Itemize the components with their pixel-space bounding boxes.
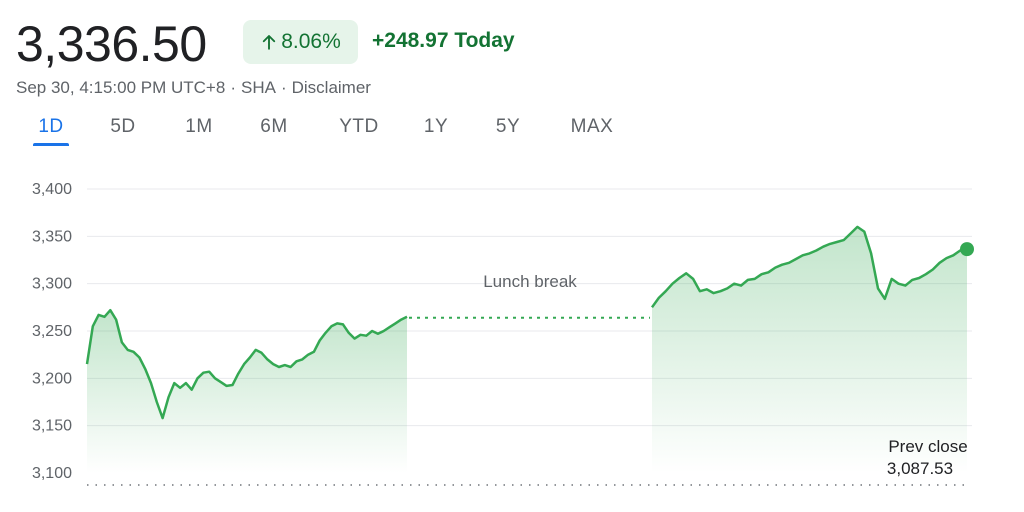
change-today: +248.97 Today <box>372 29 515 52</box>
arrow-up-icon <box>263 35 276 50</box>
tab-5y[interactable]: 5Y <box>495 116 521 137</box>
y-tick-label: 3,300 <box>32 276 72 293</box>
change-percent: 8.06% <box>281 30 341 53</box>
active-tab-indicator <box>33 143 69 146</box>
exchange: SHA <box>240 78 276 97</box>
prev-close-label: Prev close <box>888 437 967 456</box>
tab-1m[interactable]: 1M <box>185 116 213 137</box>
y-tick-label: 3,350 <box>32 228 72 245</box>
disclaimer-link[interactable]: Disclaimer <box>291 78 371 97</box>
separator: · <box>280 78 287 97</box>
y-tick-label: 3,100 <box>32 465 72 482</box>
price-line-morning <box>85 308 408 420</box>
y-tick-label: 3,250 <box>32 323 72 340</box>
tab-ytd[interactable]: YTD <box>339 116 379 137</box>
tab-1y[interactable]: 1Y <box>423 116 449 137</box>
separator: · <box>230 78 236 97</box>
range-tabs: 1D 5D 1M 6M YTD 1Y 5Y MAX <box>0 116 700 150</box>
y-tick-label: 3,200 <box>32 370 72 387</box>
price-area-morning <box>87 310 407 473</box>
change-percent-badge: 8.06% <box>243 20 358 64</box>
lunch-break-label: Lunch break <box>483 272 577 291</box>
tab-6m[interactable]: 6M <box>260 116 288 137</box>
current-price-dot <box>960 242 974 257</box>
price-area-afternoon <box>652 226 967 473</box>
tab-max[interactable]: MAX <box>570 116 614 137</box>
timestamp: Sep 30, 4:15:00 PM UTC+8 <box>16 78 226 97</box>
tab-5d[interactable]: 5D <box>110 116 136 137</box>
price-line-afternoon <box>650 225 968 309</box>
quote-meta: Sep 30, 4:15:00 PM UTC+8 · SHA · Disclai… <box>16 78 371 98</box>
current-price: 3,336.50 <box>16 16 207 72</box>
prev-close-value: 3,087.53 <box>887 459 953 478</box>
y-tick-label: 3,150 <box>32 418 72 435</box>
tab-1d[interactable]: 1D <box>38 116 64 137</box>
y-tick-label: 3,400 <box>32 181 72 198</box>
